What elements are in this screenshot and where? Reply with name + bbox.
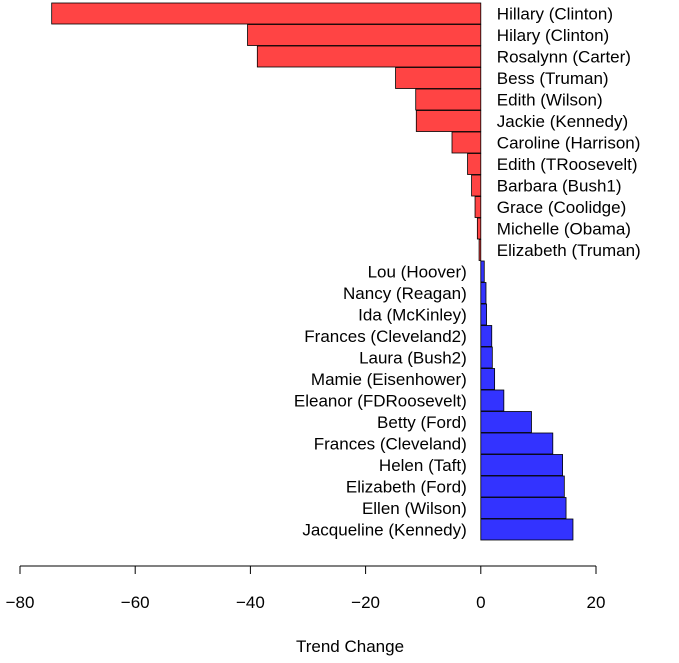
bar-label-0: Hillary (Clinton): [497, 5, 613, 24]
bar-label-6: Caroline (Harrison): [497, 134, 641, 153]
bar-10: [476, 217, 482, 240]
bar-label-4: Edith (Wilson): [497, 91, 603, 110]
bar-5: [415, 110, 482, 132]
bar-19: [480, 411, 532, 433]
bar-label-10: Michelle (Obama): [497, 220, 631, 239]
bar-label-14: Ida (McKinley): [358, 306, 467, 325]
bar-7: [467, 153, 482, 175]
bar-4: [415, 88, 482, 111]
x-tick-label-0: −80: [6, 593, 35, 612]
bar-label-13: Nancy (Reagan): [343, 284, 467, 303]
x-tick-label-4: 0: [476, 593, 485, 612]
bar-label-21: Helen (Taft): [379, 456, 467, 475]
bar-20: [480, 432, 554, 455]
bar-label-5: Jackie (Kennedy): [497, 112, 628, 131]
bar-label-1: Hilary (Clinton): [497, 26, 609, 45]
bar-label-19: Betty (Ford): [377, 413, 467, 432]
bar-21: [480, 454, 563, 476]
bar-9: [474, 196, 482, 218]
bar-3: [395, 67, 482, 89]
bar-17: [480, 368, 496, 390]
bar-2: [256, 45, 482, 68]
bar-label-16: Laura (Bush2): [359, 349, 467, 368]
bar-label-17: Mamie (Eisenhower): [311, 370, 467, 389]
bar-label-3: Bess (Truman): [497, 69, 609, 88]
bar-label-20: Frances (Cleveland): [314, 435, 467, 454]
bars: [51, 2, 574, 541]
bar-label-22: Elizabeth (Ford): [346, 478, 467, 497]
bar-label-8: Barbara (Bush1): [497, 177, 622, 196]
bar-12: [480, 260, 485, 283]
x-tick-label-3: −20: [351, 593, 380, 612]
bar-6: [451, 131, 482, 154]
bar-label-23: Ellen (Wilson): [362, 499, 467, 518]
x-axis: −80 −60 −40 −20 0 20: [6, 565, 606, 612]
bar-label-7: Edith (TRoosevelt): [497, 155, 638, 174]
bar-16: [480, 346, 493, 369]
bar-15: [480, 325, 493, 347]
bar-label-11: Elizabeth (Truman): [497, 241, 641, 260]
x-axis-title: Trend Change: [296, 637, 404, 656]
bar-1: [247, 24, 482, 46]
bar-label-15: Frances (Cleveland2): [304, 327, 467, 346]
bar-label-9: Grace (Coolidge): [497, 198, 626, 217]
bar-22: [480, 475, 565, 498]
bar-label-18: Eleanor (FDRoosevelt): [294, 392, 467, 411]
bar-label-12: Lou (Hoover): [368, 263, 467, 282]
bar-label-24: Jacqueline (Kennedy): [302, 521, 466, 540]
bar-14: [480, 303, 487, 326]
bar-8: [471, 174, 482, 197]
bar-labels: Hillary (Clinton) Hilary (Clinton) Rosalyn…: [294, 5, 641, 540]
bar-13: [480, 282, 487, 304]
x-tick-label-5: 20: [587, 593, 606, 612]
bar-24: [480, 518, 574, 541]
bar-23: [480, 497, 567, 519]
bar-0: [51, 2, 482, 25]
bar-18: [480, 389, 505, 412]
bar-label-2: Rosalynn (Carter): [497, 48, 631, 67]
x-tick-label-1: −60: [121, 593, 150, 612]
x-tick-label-2: −40: [236, 593, 265, 612]
bar-11: [478, 239, 482, 261]
